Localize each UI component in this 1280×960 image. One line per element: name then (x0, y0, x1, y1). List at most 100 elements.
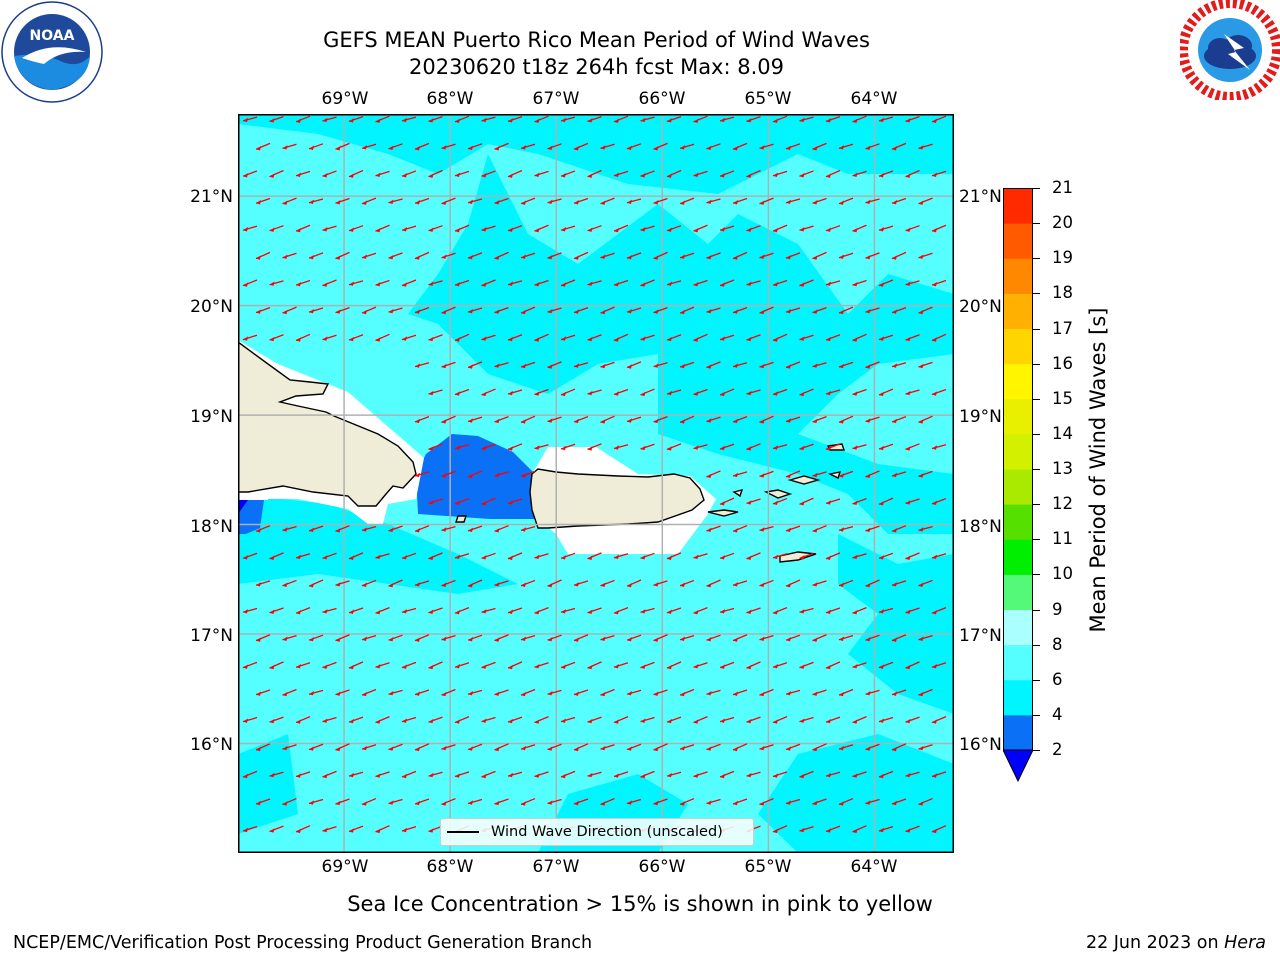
wind-arrow (534, 170, 549, 177)
wind-arrow (666, 225, 682, 232)
wind-arrow (520, 361, 536, 369)
wind-arrow (401, 334, 417, 341)
wind-arrow (520, 415, 536, 424)
colorbar-tick-label: 8 (1052, 634, 1063, 654)
wind-arrow (242, 661, 258, 669)
map-legend: Wind Wave Direction (unscaled) (440, 818, 754, 846)
wind-arrow (878, 116, 894, 123)
colorbar-tick-label: 14 (1052, 423, 1073, 443)
wind-arrow (322, 170, 337, 178)
wind-arrow (838, 797, 854, 806)
wind-arrow (361, 306, 377, 315)
wind-arrow (746, 334, 761, 342)
wind-arrow (494, 306, 509, 314)
wind-arrow (454, 444, 470, 450)
noaa-logo: NOAA (0, 0, 104, 104)
wind-arrow (878, 661, 894, 669)
wind-arrow (269, 280, 284, 286)
wind-arrow (891, 689, 907, 696)
wind-arrow (852, 333, 867, 342)
wind-arrow (414, 689, 430, 696)
wind-arrow (547, 743, 562, 751)
wind-arrow (560, 661, 576, 669)
map-canvas (237, 114, 954, 853)
wind-arrow (388, 143, 403, 150)
wind-arrow (428, 771, 443, 778)
wind-arrow (799, 170, 814, 178)
wind-arrow (481, 552, 496, 560)
wind-arrow (375, 224, 390, 233)
wind-arrow (772, 497, 788, 506)
colorbar-segment (1003, 609, 1033, 646)
wind-arrow (375, 606, 390, 615)
wind-arrow (375, 333, 390, 342)
wind-arrow (838, 143, 854, 150)
lon-label-top: 69°W (321, 89, 369, 109)
wind-arrow (494, 525, 509, 533)
wind-arrow (653, 689, 668, 696)
wind-arrow (852, 662, 867, 669)
wind-arrow (865, 416, 880, 423)
wind-arrow (918, 361, 933, 369)
wind-arrow (401, 116, 417, 123)
wind-arrow (772, 333, 788, 342)
wind-arrow (799, 443, 814, 451)
wind-arrow (335, 580, 350, 587)
colorbar (1002, 188, 1034, 783)
wind-arrow (772, 224, 788, 233)
wind-arrow (282, 143, 297, 150)
wind-arrow (878, 388, 894, 397)
wind-arrow (388, 525, 403, 533)
wind-arrow (785, 743, 801, 751)
wind-arrow (507, 443, 523, 451)
wind-arrow (428, 169, 443, 178)
wind-arrow (852, 825, 867, 834)
wind-arrow (732, 471, 748, 478)
colorbar-tick-label: 21 (1052, 178, 1073, 197)
wind-arrow (679, 143, 695, 150)
wind-arrow (520, 744, 536, 751)
wind-arrow (401, 225, 417, 232)
wind-arrow (481, 116, 496, 123)
wind-arrow (520, 797, 536, 806)
wind-arrow (653, 743, 668, 752)
wind-arrow (746, 607, 761, 614)
wind-arrow (666, 389, 682, 396)
wind-arrow (295, 662, 311, 669)
wind-arrow (520, 306, 536, 315)
wind-arrow (693, 224, 708, 233)
wind-arrow (719, 552, 735, 560)
wind-arrow (255, 306, 271, 314)
wind-arrow (520, 688, 536, 697)
wind-arrow (931, 170, 947, 177)
wind-arrow (414, 471, 430, 478)
wind-arrow (494, 743, 509, 752)
wind-arrow (348, 280, 364, 286)
wind-arrow (520, 197, 536, 205)
wind-arrow (388, 689, 403, 696)
wind-arrow (507, 552, 523, 560)
wind-arrow (282, 525, 297, 532)
wind-arrow (746, 771, 761, 778)
wind-arrow (573, 142, 589, 151)
wind-arrow (719, 497, 735, 506)
wind-arrow (825, 771, 841, 778)
footer-branch: NCEP/EMC/Verification Post Processing Pr… (13, 933, 593, 953)
wind-arrow (441, 143, 456, 150)
wind-arrow (295, 553, 311, 560)
wind-arrow (361, 252, 377, 259)
wind-arrow (348, 225, 364, 232)
wind-arrow (812, 525, 827, 533)
colorbar-tick-mark (1033, 469, 1040, 470)
wind-arrow (719, 279, 735, 287)
colorbar-tick-label: 10 (1052, 564, 1073, 584)
wind-arrow (719, 443, 735, 451)
wind-arrow (308, 689, 324, 696)
lat-label-left: 20°N (190, 297, 233, 317)
wind-arrow (282, 252, 297, 259)
period-2-4s-regions (238, 434, 538, 534)
wind-arrow (255, 798, 271, 806)
wind-arrow (454, 279, 470, 287)
wind-arrow (759, 744, 774, 751)
wind-arrow (322, 225, 337, 232)
